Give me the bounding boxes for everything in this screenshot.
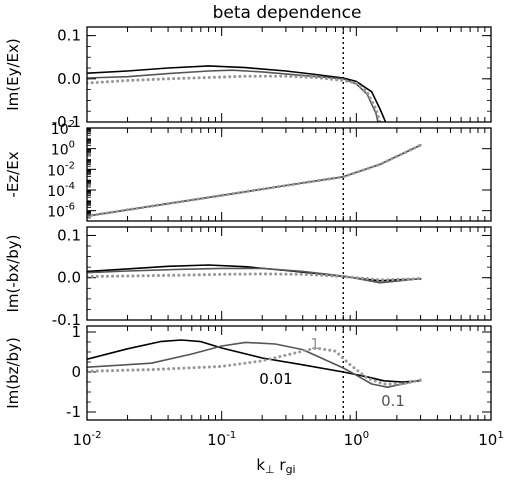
series-line-ez-ex-0 <box>87 144 422 217</box>
panel-bx-by: -0.1 0.0 0.1 Im(-bx/by) <box>4 226 492 329</box>
x-tick-exponent: -2 <box>92 430 102 441</box>
x-axis-label: k⊥ rgi <box>256 456 295 476</box>
y-tick-exponent-ez-ex: -6 <box>65 202 75 213</box>
y-tick-label-ez-ex: 102 <box>51 119 75 138</box>
series-line-bz-by-1 <box>87 341 422 389</box>
x-tick-exponent: -1 <box>226 430 236 441</box>
y-tick-base-ez-ex: 10 <box>47 163 65 179</box>
x-tick-exponent: 0 <box>363 430 369 441</box>
plot-frame-ey-ex <box>86 26 492 123</box>
y-tick-base-ez-ex: 10 <box>51 122 69 138</box>
x-tick-base: 10 <box>478 431 497 449</box>
y-tick-label-ez-ex: 10-4 <box>47 181 75 200</box>
y-tick-label-ey-ex: 0.0 <box>57 70 81 88</box>
y-tick-label-bz-by: -1 <box>66 403 81 421</box>
y-tick-base-ez-ex: 10 <box>47 184 65 200</box>
series-line-ez-ex-2 <box>87 143 423 218</box>
plot-frame-ez-ex <box>86 127 492 222</box>
y-tick-label-bx-by: 0.0 <box>57 269 81 287</box>
y-tick-label-bz-by: 0 <box>71 363 81 381</box>
series-line-bx-by-1 <box>87 267 422 284</box>
x-tick-label: 10-2 <box>72 430 101 449</box>
plot-frame-bz-by <box>86 325 492 421</box>
x-axis-label-gi: gi <box>286 463 296 476</box>
series-line-bx-by-2 <box>87 272 423 282</box>
y-tick-exponent-ez-ex: -4 <box>65 181 75 192</box>
x-axis-label-perp: ⊥ <box>265 463 275 476</box>
x-tick-label: 100 <box>344 430 369 449</box>
x-tick-label: 10-1 <box>207 430 236 449</box>
x-tick-base: 10 <box>72 431 91 449</box>
x-tick-label: 101 <box>478 430 503 449</box>
panel-ey-ex: -0.1 0.0 0.1 Im(Ey/Ex) <box>4 26 492 131</box>
series-annotation-0.1: 0.1 <box>381 392 405 410</box>
series-line-ey-ex-0 <box>87 65 387 122</box>
plot-frame-bx-by <box>86 226 492 321</box>
y-axis-label-bz-by: Im(bz/by) <box>4 337 22 409</box>
series-annotation-0.01: 0.01 <box>259 370 292 388</box>
x-axis-label-k: k <box>256 456 265 474</box>
y-tick-exponent-ez-ex: 2 <box>69 119 75 130</box>
y-tick-exponent-ez-ex: -2 <box>65 160 75 171</box>
series-line-ez-ex-1 <box>87 144 422 217</box>
y-tick-base-ez-ex: 10 <box>47 205 65 221</box>
y-axis-label-ez-ex: -Ez/Ex <box>4 151 22 197</box>
series-line-bx-by-0 <box>87 264 422 282</box>
figure-title: beta dependence <box>213 3 362 23</box>
y-tick-base-ez-ex: 10 <box>51 143 69 159</box>
y-tick-label-ey-ex: 0.1 <box>57 27 81 45</box>
y-tick-label-bz-by: 1 <box>71 323 81 341</box>
y-tick-label-ez-ex: 10-6 <box>47 202 75 221</box>
y-tick-exponent-ez-ex: 0 <box>69 140 75 151</box>
y-tick-label-ey-ex: -0.1 <box>52 113 81 131</box>
series-line-bz-by-2 <box>87 346 423 386</box>
series-annotation-1: 1 <box>310 335 320 353</box>
x-tick-exponent: 1 <box>497 430 503 441</box>
y-tick-label-bx-by: 0.1 <box>57 226 81 244</box>
y-axis-label-bx-by: Im(-bx/by) <box>4 234 22 312</box>
x-tick-base: 10 <box>207 431 226 449</box>
y-tick-label-bx-by: -0.1 <box>52 311 81 329</box>
x-tick-base: 10 <box>344 431 363 449</box>
x-axis-label-r: r <box>275 456 287 474</box>
series-line-ey-ex-1 <box>87 69 379 122</box>
y-axis-label-ey-ex: Im(Ey/Ex) <box>4 38 22 111</box>
series-line-ey-ex-2 <box>87 74 382 122</box>
y-tick-label-ez-ex: 10-2 <box>47 160 75 179</box>
series-line-bz-by-0 <box>87 339 422 383</box>
y-tick-label-ez-ex: 100 <box>51 140 75 159</box>
